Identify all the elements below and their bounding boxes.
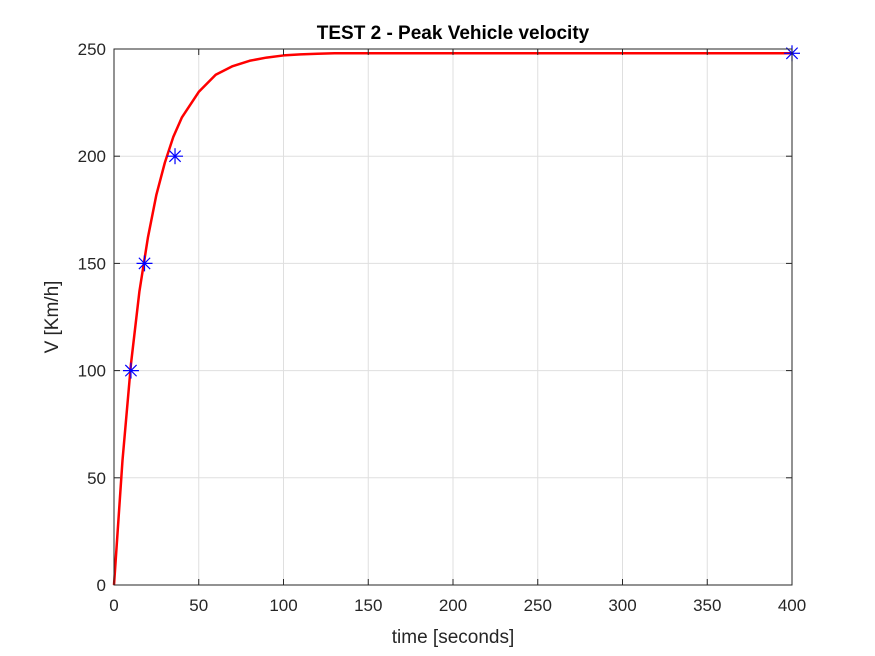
- x-tick-label: 350: [693, 596, 721, 615]
- y-tick-label: 100: [78, 362, 106, 381]
- x-tick-label: 0: [109, 596, 118, 615]
- x-tick-label: 50: [189, 596, 208, 615]
- data-point-marker: [122, 362, 139, 379]
- y-tick-label: 50: [87, 469, 106, 488]
- y-axis-label: V [Km/h]: [42, 281, 63, 354]
- data-point-marker: [167, 148, 184, 165]
- series-line-velocity: [112, 52, 792, 586]
- chart-title: TEST 2 - Peak Vehicle velocity: [317, 23, 590, 44]
- x-axis-label: time [seconds]: [392, 627, 515, 648]
- ticks: 0 50 100 150 200 250 300 350 400 0 50 100 150 200 250: [78, 40, 807, 615]
- x-tick-label: 200: [439, 596, 467, 615]
- x-tick-label: 150: [354, 596, 382, 615]
- x-tick-label: 100: [269, 596, 297, 615]
- data-point-marker: [136, 255, 153, 272]
- y-tick-label: 150: [78, 254, 106, 273]
- x-tick-label: 300: [608, 596, 636, 615]
- series-layer: [112, 45, 800, 586]
- y-tick-label: 250: [78, 40, 106, 59]
- y-tick-label: 200: [78, 147, 106, 166]
- x-tick-label: 400: [778, 596, 806, 615]
- y-tick-label: 0: [97, 576, 106, 595]
- x-tick-label: 250: [524, 596, 552, 615]
